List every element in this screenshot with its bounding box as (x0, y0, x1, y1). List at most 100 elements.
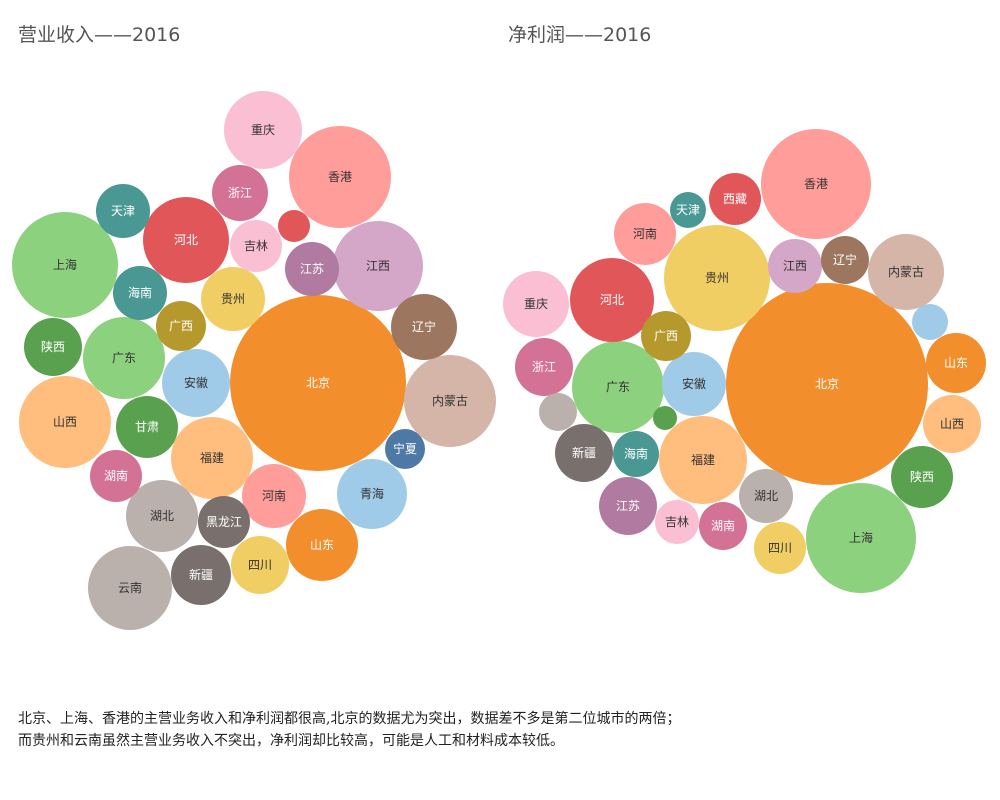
revenue-bubble[interactable] (171, 417, 253, 499)
profit-bubble[interactable] (655, 500, 699, 544)
profit-bubble[interactable] (821, 236, 869, 284)
profit-bubble[interactable] (664, 225, 770, 331)
profit-bubble[interactable] (926, 333, 986, 393)
revenue-bubble[interactable] (143, 197, 229, 283)
profit-bubble[interactable] (709, 173, 761, 225)
profit-bubble[interactable] (662, 352, 726, 416)
revenue-bubble[interactable] (286, 509, 358, 581)
profit-bubble-label: 西藏 (723, 192, 747, 206)
revenue-bubble-label: 山东 (310, 538, 334, 552)
profit-bubble-label: 河南 (633, 226, 657, 241)
revenue-bubble[interactable] (171, 545, 231, 605)
revenue-bubble[interactable] (285, 242, 339, 296)
revenue-bubble-label: 广东 (112, 351, 136, 365)
profit-bubble[interactable] (754, 522, 806, 574)
profit-bubble[interactable] (768, 239, 822, 293)
revenue-bubble-label: 内蒙古 (432, 393, 468, 408)
revenue-bubble-label: 海南 (128, 285, 152, 300)
profit-bubble-label: 海南 (624, 446, 648, 461)
revenue-bubble-label: 安徽 (184, 375, 208, 390)
revenue-bubble[interactable] (391, 294, 457, 360)
profit-bubble[interactable] (726, 283, 928, 485)
revenue-bubble[interactable] (404, 355, 496, 447)
profit-bubble-label: 山东 (944, 356, 968, 370)
profit-bubble[interactable] (555, 424, 613, 482)
revenue-bubble[interactable] (126, 480, 198, 552)
revenue-bubble[interactable] (230, 295, 406, 471)
revenue-bubble[interactable] (83, 317, 165, 399)
profit-bubble[interactable] (699, 502, 747, 550)
profit-bubble[interactable] (659, 416, 747, 504)
profit-bubble-label: 上海 (849, 530, 873, 545)
profit-bubble-label: 山西 (940, 417, 964, 431)
profit-bubble-label: 新疆 (572, 445, 596, 460)
profit-bubble[interactable] (572, 341, 664, 433)
profit-bubble[interactable] (515, 338, 573, 396)
revenue-bubble[interactable] (231, 536, 289, 594)
profit-bubble[interactable] (539, 393, 577, 431)
revenue-bubble-label: 广西 (169, 319, 193, 333)
profit-bubble[interactable] (570, 258, 654, 342)
profit-bubble-label: 浙江 (532, 360, 556, 374)
profit-bubble-label: 四川 (768, 541, 792, 555)
revenue-bubble[interactable] (113, 266, 167, 320)
profit-chart-title: 净利润——2016 (508, 24, 652, 46)
revenue-bubble[interactable] (90, 450, 142, 502)
revenue-bubble-label: 甘肃 (135, 420, 159, 434)
revenue-bubble[interactable] (198, 496, 250, 548)
revenue-bubble[interactable] (230, 220, 282, 272)
profit-bubble[interactable] (923, 395, 981, 453)
revenue-bubble[interactable] (19, 376, 111, 468)
profit-bubble[interactable] (670, 192, 706, 228)
profit-bubble[interactable] (614, 203, 676, 265)
profit-bubble-label: 湖南 (711, 518, 735, 533)
profit-bubble[interactable] (912, 304, 948, 340)
profit-bubble[interactable] (761, 129, 871, 239)
revenue-bubble-label: 辽宁 (412, 319, 436, 334)
revenue-bubble[interactable] (212, 165, 268, 221)
revenue-bubble-label: 贵州 (221, 292, 245, 306)
caption: 北京、上海、香港的主营业务收入和净利润都很高,北京的数据尤为突出，数据差不多是第… (18, 708, 680, 752)
caption-line-2: 而贵州和云南虽然主营业务收入不突出，净利润却比较高，可能是人工和材料成本较低。 (18, 733, 564, 749)
revenue-bubble-label: 重庆 (251, 123, 275, 137)
revenue-bubble[interactable] (201, 267, 265, 331)
revenue-bubble[interactable] (278, 210, 310, 242)
revenue-bubble[interactable] (88, 546, 172, 630)
profit-bubble[interactable] (891, 446, 953, 508)
revenue-bubble[interactable] (156, 301, 206, 351)
revenue-bubble[interactable] (242, 464, 306, 528)
profit-bubble-label: 吉林 (665, 515, 689, 529)
revenue-chart-title: 营业收入——2016 (18, 24, 181, 46)
profit-bubble[interactable] (613, 431, 659, 477)
revenue-bubble-label: 青海 (360, 486, 384, 501)
revenue-bubble-label: 天津 (111, 204, 135, 218)
revenue-bubble-label: 湖南 (104, 468, 128, 483)
profit-bubble[interactable] (503, 271, 569, 337)
revenue-bubble[interactable] (162, 349, 230, 417)
revenue-bubble-label: 福建 (200, 450, 224, 465)
revenue-bubble-label: 江苏 (300, 262, 324, 276)
revenue-bubble-label: 黑龙江 (206, 515, 242, 529)
revenue-bubble-label: 北京 (306, 376, 330, 390)
revenue-bubble[interactable] (224, 91, 302, 169)
profit-bubble-label: 湖北 (754, 488, 778, 503)
profit-bubble[interactable] (806, 483, 916, 593)
revenue-bubble[interactable] (385, 429, 425, 469)
profit-bubble-label: 陕西 (910, 469, 934, 484)
revenue-bubble-label: 浙江 (228, 186, 252, 200)
revenue-bubble[interactable] (96, 184, 150, 238)
profit-bubble[interactable] (599, 477, 657, 535)
profit-bubble-label: 贵州 (705, 271, 729, 285)
profit-bubble[interactable] (868, 234, 944, 310)
revenue-bubble[interactable] (24, 318, 82, 376)
revenue-bubble[interactable] (12, 212, 118, 318)
profit-bubble[interactable] (739, 469, 793, 523)
revenue-bubble[interactable] (333, 221, 423, 311)
revenue-bubble[interactable] (116, 396, 178, 458)
revenue-bubble-label: 湖北 (150, 508, 174, 523)
profit-bubble[interactable] (653, 406, 677, 430)
profit-bubble[interactable] (641, 311, 691, 361)
revenue-bubble[interactable] (289, 126, 391, 228)
revenue-bubble[interactable] (337, 459, 407, 529)
